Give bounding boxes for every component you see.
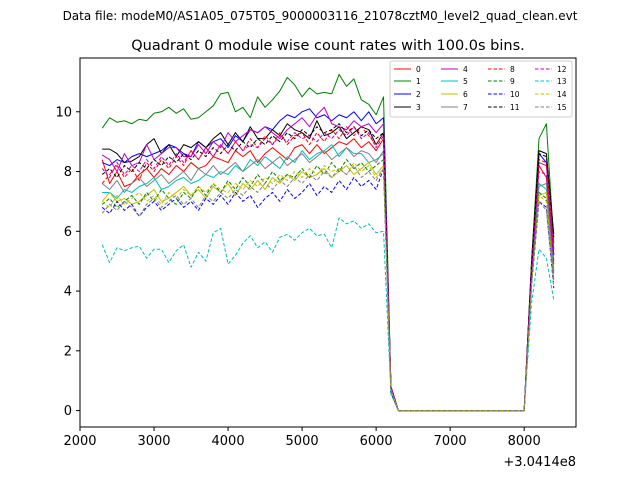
legend-label-14: 14	[557, 90, 567, 99]
legend-label-0: 0	[416, 65, 421, 74]
x-tick-label: 2000	[63, 434, 96, 449]
x-offset-label: +3.0414e8	[503, 455, 576, 470]
series-line-13	[101, 217, 555, 412]
chart-suptitle: Data file: modeM0/AS1A05_075T05_90000031…	[63, 9, 578, 23]
legend-box	[389, 60, 573, 118]
x-tick-label: 7000	[434, 434, 467, 449]
series-line-1	[101, 73, 555, 412]
chart-title: Quadrant 0 module wise count rates with …	[131, 38, 525, 54]
x-tick-label: 8000	[508, 434, 541, 449]
y-tick-label: 0	[64, 404, 72, 419]
y-tick-label: 2	[64, 344, 72, 359]
legend-label-2: 2	[416, 90, 421, 99]
legend-label-15: 15	[557, 103, 567, 112]
legend-label-7: 7	[463, 103, 468, 112]
x-tick-label: 6000	[360, 434, 393, 449]
legend-label-12: 12	[557, 65, 567, 74]
series-line-10	[101, 168, 555, 412]
y-tick-label: 6	[64, 225, 72, 240]
x-tick-label: 4000	[212, 434, 245, 449]
x-axis: 2000 3000 4000 5000 6000 7000 8000	[63, 427, 541, 449]
series-line-7	[101, 147, 555, 412]
legend-label-9: 9	[510, 77, 515, 86]
legend-label-6: 6	[463, 90, 468, 99]
y-tick-label: 8	[64, 165, 72, 180]
x-tick-label: 3000	[137, 434, 170, 449]
y-tick-label: 4	[64, 285, 72, 300]
legend-label-10: 10	[510, 90, 520, 99]
series-line-5	[102, 144, 555, 412]
legend-label-3: 3	[416, 103, 421, 112]
x-tick-label: 5000	[286, 434, 319, 449]
legend-label-1: 1	[416, 77, 421, 86]
series-line-2	[102, 108, 555, 412]
legend-label-13: 13	[557, 77, 567, 86]
y-axis: 0 2 4 6 8 10	[55, 105, 80, 419]
plot-frame	[79, 57, 577, 428]
series-line-0	[101, 138, 555, 412]
y-tick-label: 10	[55, 105, 72, 120]
series-layer	[101, 73, 555, 412]
legend-label-4: 4	[463, 65, 468, 74]
series-line-4	[101, 106, 555, 412]
series-line-15	[101, 165, 555, 412]
legend-label-8: 8	[510, 65, 515, 74]
legend-label-11: 11	[510, 103, 520, 112]
legend-label-5: 5	[463, 77, 468, 86]
